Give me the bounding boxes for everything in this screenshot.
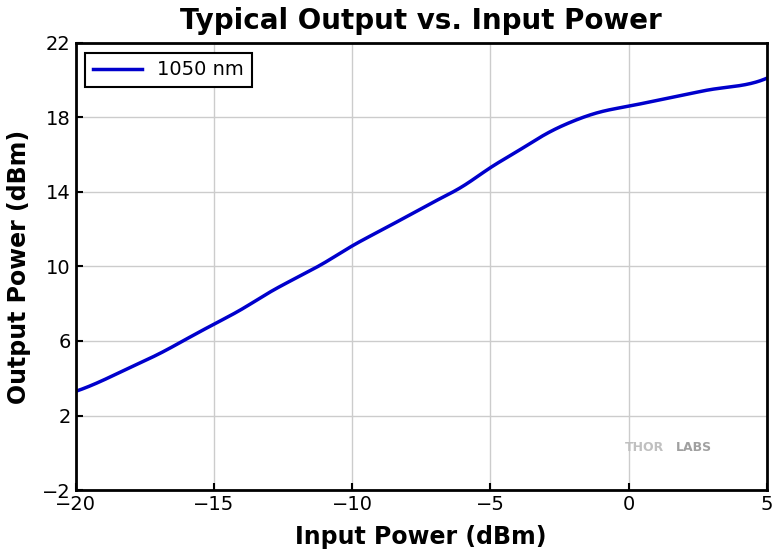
X-axis label: Input Power (dBm): Input Power (dBm) bbox=[296, 525, 547, 549]
Legend: 1050 nm: 1050 nm bbox=[85, 53, 252, 87]
1050 nm bbox=[141, 357, 151, 364]
1050 nm bbox=[375, 227, 385, 234]
1050 nm bbox=[350, 241, 360, 247]
1050 nm bbox=[71, 388, 80, 395]
Title: Typical Output vs. Input Power: Typical Output vs. Input Power bbox=[180, 7, 662, 35]
1050 nm bbox=[622, 103, 632, 110]
1050 nm bbox=[545, 128, 555, 135]
Line: 1050 nm: 1050 nm bbox=[76, 78, 767, 391]
1050 nm bbox=[762, 75, 771, 82]
1050 nm bbox=[610, 106, 619, 112]
Text: THOR: THOR bbox=[625, 441, 665, 454]
Y-axis label: Output Power (dBm): Output Power (dBm) bbox=[7, 130, 31, 404]
Text: LABS: LABS bbox=[675, 441, 711, 454]
